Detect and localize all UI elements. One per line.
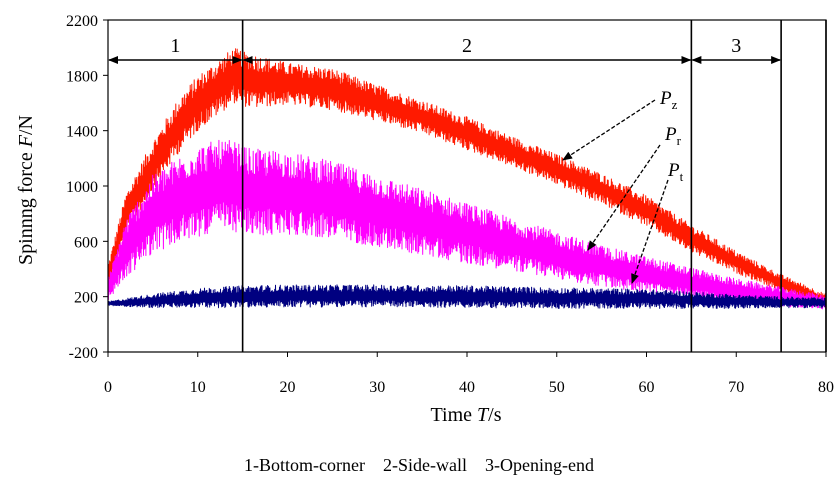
x-tick-label: 70 (728, 379, 744, 396)
y-axis-title: Spinnng force F/N (15, 115, 37, 265)
series-line-pz (107, 48, 827, 308)
x-tick-label: 0 (104, 379, 112, 396)
region-label: 1 (170, 35, 180, 57)
x-tick-label: 40 (459, 379, 475, 396)
pt-arrow (631, 179, 669, 284)
x-tick-label: 30 (369, 379, 385, 396)
x-tick-label: 10 (190, 379, 206, 396)
series-layer (107, 48, 827, 310)
x-tick-label: 80 (818, 379, 834, 396)
y-tick-label: 200 (74, 290, 98, 307)
chart-caption: 1-Bottom-corner 2-Side-wall 3-Opening-en… (244, 455, 594, 475)
series-annotations: Pz Pr Pt (562, 88, 684, 284)
pr-arrow (587, 144, 661, 251)
series-line-pt (107, 284, 827, 309)
series-label-pr: Pr (664, 124, 682, 148)
y-tick-label: 2200 (66, 13, 98, 30)
x-tick-label: 20 (280, 379, 296, 396)
series-line-pr (107, 139, 827, 310)
x-axis-title: Time T/s (431, 404, 502, 426)
y-tick-label: 1400 (66, 124, 98, 141)
region-markers: 1 2 3 (108, 35, 782, 64)
x-tick-label: 50 (549, 379, 565, 396)
y-tick-label: -200 (69, 345, 98, 362)
region-label: 3 (731, 35, 741, 57)
axis-ticks: 0 10 20 30 40 50 60 70 80 -200 200 600 1000 1400 1800 2… (66, 13, 834, 396)
region-label: 2 (462, 35, 472, 57)
y-tick-label: 1800 (66, 68, 98, 85)
y-tick-label: 600 (74, 234, 98, 251)
series-label-pz: Pz (659, 88, 678, 112)
pz-arrow (562, 99, 656, 161)
x-tick-label: 60 (639, 379, 655, 396)
series-label-pt: Pt (667, 160, 684, 184)
y-tick-label: 1000 (66, 179, 98, 196)
